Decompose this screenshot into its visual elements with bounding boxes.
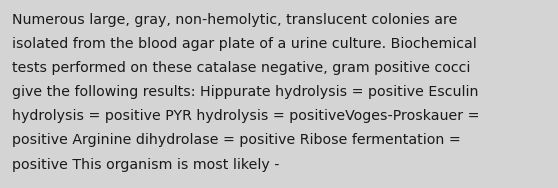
Text: give the following results: Hippurate hydrolysis = positive Esculin: give the following results: Hippurate hy…: [12, 85, 479, 99]
Text: isolated from the blood agar plate of a urine culture. Biochemical: isolated from the blood agar plate of a …: [12, 37, 477, 51]
Text: positive Arginine dihydrolase = positive Ribose fermentation =: positive Arginine dihydrolase = positive…: [12, 133, 461, 147]
Text: positive This organism is most likely -: positive This organism is most likely -: [12, 158, 280, 171]
Text: hydrolysis = positive PYR hydrolysis = positiveVoges-Proskauer =: hydrolysis = positive PYR hydrolysis = p…: [12, 109, 480, 123]
Text: Numerous large, gray, non-hemolytic, translucent colonies are: Numerous large, gray, non-hemolytic, tra…: [12, 13, 458, 27]
Text: tests performed on these catalase negative, gram positive cocci: tests performed on these catalase negati…: [12, 61, 470, 75]
